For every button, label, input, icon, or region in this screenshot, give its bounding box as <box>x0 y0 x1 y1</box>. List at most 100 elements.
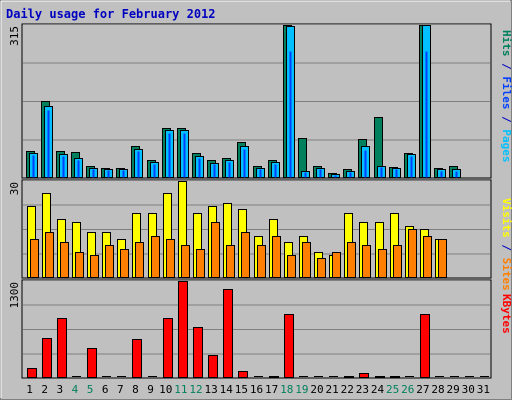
bar-kbytes-kbytes-day3 <box>57 318 67 378</box>
bar-kbytes-kbytes-day31 <box>480 376 489 377</box>
side-label-part: Sites <box>500 258 512 291</box>
day-label-3: 3 <box>57 383 64 396</box>
bar-visits-sites-sites-day12 <box>196 249 205 278</box>
bar-visits-sites-sites-day7 <box>120 249 129 278</box>
bar-kbytes-kbytes-day7 <box>117 376 126 377</box>
day-label-26: 26 <box>401 383 414 396</box>
bar-kbytes-kbytes-day19 <box>299 376 308 377</box>
bar-hits-files-pages-pages-day17 <box>274 164 277 178</box>
day-label-22: 22 <box>341 383 354 396</box>
bar-kbytes-kbytes-day30 <box>465 376 474 377</box>
bar-kbytes-kbytes-day14 <box>223 289 233 378</box>
bar-kbytes-kbytes-day26 <box>405 376 414 377</box>
bar-hits-files-pages-pages-day19 <box>304 172 307 178</box>
side-label-kbytes: KBytes <box>500 294 512 334</box>
bar-hits-files-pages-pages-day13 <box>213 164 216 178</box>
side-label-part: Pages <box>500 129 512 162</box>
bar-visits-sites-sites-day3 <box>60 242 69 278</box>
bar-visits-sites-sites-day1 <box>30 239 39 278</box>
day-label-21: 21 <box>326 383 339 396</box>
bar-kbytes-kbytes-day16 <box>254 376 263 377</box>
side-label-part: / <box>500 57 512 77</box>
ymax-label-hits-files-pages: 315 <box>8 26 21 46</box>
day-label-11: 11 <box>174 383 187 396</box>
day-label-17: 17 <box>265 383 278 396</box>
bar-hits-files-pages-pages-day14 <box>228 162 231 178</box>
bar-kbytes-kbytes-day9 <box>148 376 157 377</box>
bar-visits-sites-sites-day24 <box>378 249 387 278</box>
day-label-31: 31 <box>477 383 490 396</box>
bar-hits-files-pages-pages-day3 <box>62 156 65 178</box>
bar-kbytes-kbytes-day29 <box>450 376 459 377</box>
day-label-15: 15 <box>235 383 248 396</box>
bar-kbytes-kbytes-day15 <box>238 371 248 378</box>
bar-kbytes-kbytes-day28 <box>435 376 444 377</box>
bar-visits-sites-sites-day25 <box>393 245 402 278</box>
bar-kbytes-kbytes-day21 <box>329 376 338 377</box>
bar-hits-files-pages-pages-day2 <box>47 110 50 178</box>
bar-visits-sites-sites-day26 <box>408 229 417 278</box>
bar-visits-sites-sites-day15 <box>241 232 250 278</box>
bar-hits-files-pages-pages-day7 <box>122 170 125 178</box>
day-label-30: 30 <box>462 383 475 396</box>
bar-hits-files-pages-pages-day4 <box>77 160 80 178</box>
bar-kbytes-kbytes-day12 <box>193 327 203 378</box>
side-label-hits-files-pages: Hits / Files / Pages <box>500 30 512 163</box>
bar-kbytes-kbytes-day17 <box>269 376 279 378</box>
side-label-part: / <box>500 238 512 258</box>
day-label-1: 1 <box>26 383 33 396</box>
bar-hits-files-pages-pages-day12 <box>198 158 201 178</box>
bar-hits-files-pages-pages-day20 <box>319 169 322 178</box>
bar-kbytes-kbytes-day20 <box>314 376 323 377</box>
bar-hits-files-pages-pages-day5 <box>92 169 95 178</box>
day-label-16: 16 <box>250 383 263 396</box>
day-label-13: 13 <box>204 383 217 396</box>
bar-hits-files-pages-pages-day26 <box>410 156 413 178</box>
bar-hits-files-pages-pages-day11 <box>183 133 186 178</box>
bar-kbytes-kbytes-day23 <box>359 373 369 378</box>
bar-visits-sites-sites-day14 <box>226 245 235 278</box>
bar-kbytes-kbytes-day18 <box>284 314 294 378</box>
bar-kbytes-kbytes-day8 <box>132 339 142 378</box>
day-label-10: 10 <box>159 383 172 396</box>
bar-hits-files-pages-pages-day8 <box>137 151 140 178</box>
side-label-part: Files <box>500 76 512 109</box>
bar-hits-files-pages-pages-day16 <box>259 169 262 178</box>
side-label-part: Hits <box>500 30 512 57</box>
day-label-2: 2 <box>41 383 48 396</box>
ymax-label-visits-sites: 30 <box>8 182 21 195</box>
day-label-4: 4 <box>72 383 79 396</box>
bar-visits-sites-sites-day19 <box>302 242 311 278</box>
day-label-28: 28 <box>431 383 444 396</box>
bar-visits-sites-sites-day18 <box>287 255 296 278</box>
bar-kbytes-kbytes-day4 <box>72 376 81 377</box>
bar-kbytes-kbytes-day6 <box>102 376 111 377</box>
bar-hits-files-pages-pages-day6 <box>107 170 110 178</box>
side-label-part: Visits <box>500 198 512 238</box>
bar-hits-files-pages-pages-day21 <box>334 175 337 178</box>
day-label-18: 18 <box>280 383 293 396</box>
side-label-part: KBytes <box>500 294 512 334</box>
bar-visits-sites-sites-day11 <box>181 245 190 278</box>
bar-hits-files-pages-pages-day25 <box>395 169 398 178</box>
side-label-visits-sites: Visits / Sites <box>500 198 512 291</box>
bar-hits-files-pages-pages-day23 <box>364 150 367 178</box>
day-label-8: 8 <box>132 383 139 396</box>
day-label-24: 24 <box>371 383 385 396</box>
day-label-20: 20 <box>310 383 323 396</box>
bar-visits-sites-sites-day5 <box>90 255 99 278</box>
day-label-5: 5 <box>87 383 94 396</box>
day-label-23: 23 <box>356 383 369 396</box>
bar-hits-files-pages-pages-day10 <box>168 133 171 178</box>
bar-visits-sites-sites-day6 <box>105 245 114 278</box>
bar-kbytes-kbytes-day10 <box>163 318 173 378</box>
bar-visits-sites-sites-day21 <box>332 252 341 278</box>
bar-visits-sites-sites-day10 <box>166 239 175 278</box>
bar-kbytes-kbytes-day5 <box>87 348 97 378</box>
bar-visits-sites-sites-day20 <box>317 258 326 278</box>
bar-visits-sites-sites-day13 <box>211 222 220 278</box>
bar-kbytes-kbytes-day13 <box>208 355 218 378</box>
ymax-label-kbytes: 1300 <box>8 282 21 309</box>
day-label-27: 27 <box>416 383 429 396</box>
